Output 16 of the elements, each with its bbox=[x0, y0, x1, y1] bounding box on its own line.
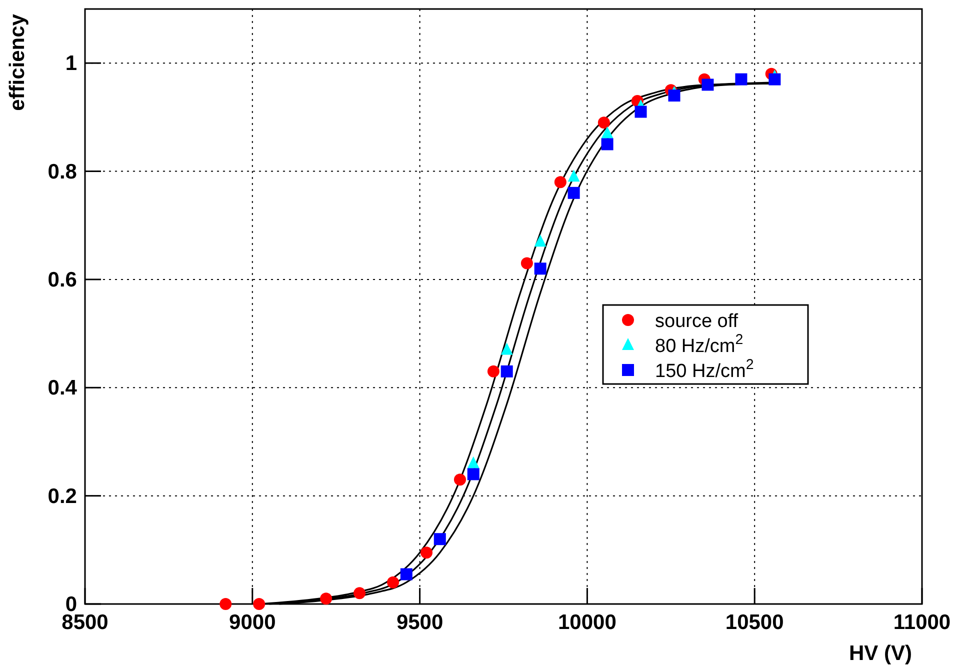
x-tick-label: 11000 bbox=[893, 611, 951, 634]
x-tick-label: 8500 bbox=[62, 611, 108, 634]
x-tick-label: 10000 bbox=[558, 611, 616, 634]
x-axis-title: HV (V) bbox=[849, 642, 912, 665]
x-tick-label: 9000 bbox=[229, 611, 276, 634]
y-tick-label: 0.6 bbox=[48, 268, 77, 292]
legend-label: 150 Hz/cm$^{2}$ bbox=[655, 357, 754, 382]
x-tick-label: 9500 bbox=[396, 611, 444, 634]
y-tick-label: 1 bbox=[65, 52, 78, 76]
y-tick-label: 0.2 bbox=[48, 484, 77, 508]
y-tick-label: 0.4 bbox=[48, 376, 78, 400]
y-tick-label: 0.8 bbox=[48, 160, 78, 184]
legend-label: 80 Hz/cm$^{2}$ bbox=[655, 332, 744, 357]
x-tick-label: 10500 bbox=[725, 611, 784, 634]
y-axis-title: efficiency bbox=[6, 14, 29, 111]
legend-label: source off bbox=[655, 311, 739, 332]
